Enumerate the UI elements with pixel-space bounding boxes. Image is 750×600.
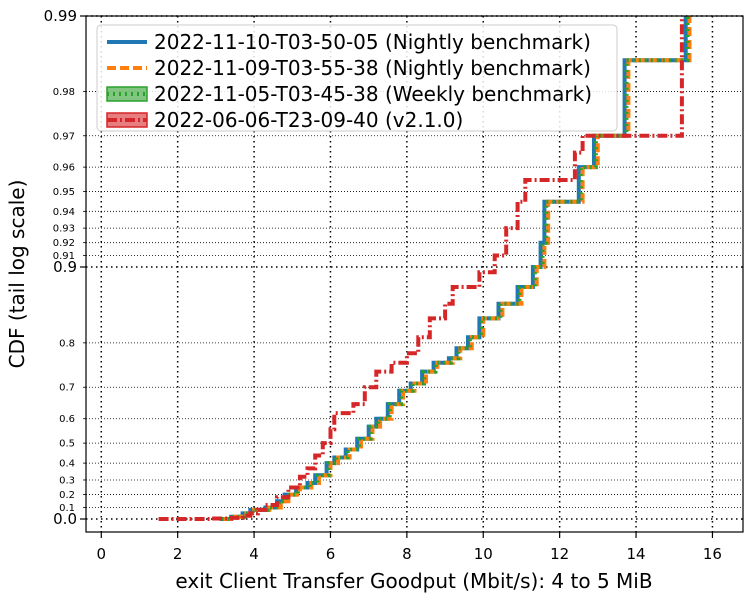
y-tick-label-minor: 0.2 [59, 490, 75, 501]
y-tick-label-major: 0.9 [53, 258, 77, 276]
series-line-3 [221, 16, 690, 521]
plot-frame [85, 15, 744, 533]
y-tick-label-minor: 0.92 [53, 238, 75, 249]
x-tick-label: 0 [97, 545, 107, 563]
y-tick-label-minor: 0.96 [53, 163, 75, 174]
y-tick-label-minor: 0.7 [59, 383, 75, 394]
legend-entry-label: 2022-11-10-T03-50-05 (Nightly benchmark) [154, 30, 591, 54]
y-tick-label-minor: 0.97 [53, 131, 75, 142]
x-tick-label: 8 [402, 545, 412, 563]
y-tick-label-minor: 0.95 [53, 187, 75, 198]
legend-box [96, 24, 618, 132]
y-tick-label-minor: 0.8 [59, 338, 75, 349]
y-tick-label-minor: 0.91 [53, 251, 75, 262]
legend: 2022-11-10-T03-50-05 (Nightly benchmark)… [96, 24, 618, 132]
y-tick-label-minor: 0.98 [53, 87, 75, 98]
y-axis-label: CDF (tail log scale) [5, 180, 29, 369]
legend-entry-label: 2022-11-09-T03-55-38 (Nightly benchmark) [154, 56, 591, 80]
y-tick-label-minor: 0.5 [59, 439, 75, 450]
legend-entry-label: 2022-06-06-T23-09-40 (v2.1.0) [154, 108, 463, 132]
y-tick-label-minor: 0.1 [59, 503, 75, 514]
legend-entry-label: 2022-11-05-T03-45-38 (Weekly benchmark) [154, 82, 592, 106]
series-lines [158, 16, 692, 521]
x-tick-label: 12 [550, 545, 569, 563]
x-tick-label: 14 [626, 545, 645, 563]
y-tick-label-major: 0.99 [44, 7, 77, 25]
y-tick-label-minor: 0.4 [59, 459, 75, 470]
y-tick-label-minor: 0.94 [53, 207, 75, 218]
series-line-4 [158, 16, 684, 521]
x-tick-label: 10 [474, 545, 493, 563]
y-tick-label-minor: 0.3 [59, 475, 75, 486]
x-tick-label: 2 [173, 545, 183, 563]
x-tick-label: 16 [703, 545, 722, 563]
y-tick-label-minor: 0.93 [53, 224, 75, 235]
x-axis-label: exit Client Transfer Goodput (Mbit/s): 4… [175, 569, 652, 593]
x-tick-label: 6 [326, 545, 336, 563]
axis-ticks: 0 2 4 6 8 10 12 14 16 0.0 0.9 0.99 0.1 0.2 0.3 0.4 0.5 0.… [44, 7, 722, 563]
y-tick-label-minor: 0.6 [59, 414, 75, 425]
x-tick-label: 4 [249, 545, 259, 563]
y-tick-label-major: 0.0 [53, 510, 77, 528]
